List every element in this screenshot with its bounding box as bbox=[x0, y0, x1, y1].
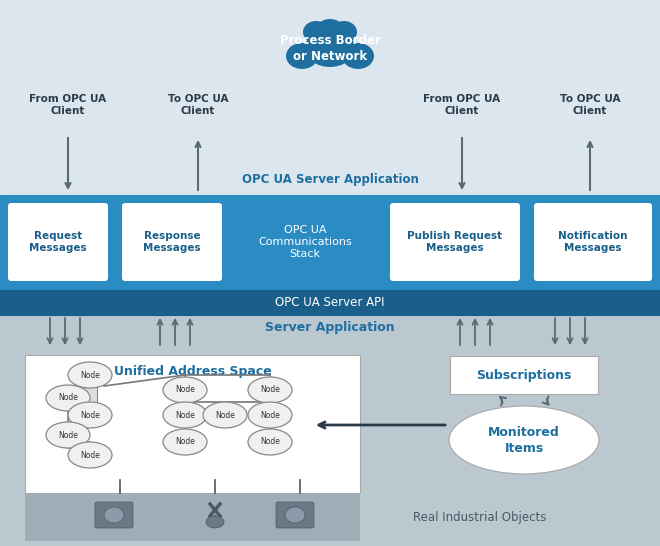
Ellipse shape bbox=[248, 377, 292, 403]
Text: OPC UA
Communications
Stack: OPC UA Communications Stack bbox=[258, 224, 352, 259]
Bar bbox=[450, 356, 598, 394]
Ellipse shape bbox=[68, 442, 112, 468]
Text: To OPC UA
Client: To OPC UA Client bbox=[168, 94, 228, 116]
Text: Node: Node bbox=[175, 411, 195, 419]
Ellipse shape bbox=[46, 422, 90, 448]
Text: Node: Node bbox=[80, 411, 100, 419]
Ellipse shape bbox=[305, 29, 355, 67]
Text: Request
Messages: Request Messages bbox=[29, 231, 87, 253]
Bar bbox=[25, 355, 360, 493]
FancyBboxPatch shape bbox=[122, 203, 222, 281]
Text: Monitored
Items: Monitored Items bbox=[488, 425, 560, 454]
Text: Node: Node bbox=[80, 371, 100, 379]
Ellipse shape bbox=[316, 19, 344, 41]
FancyBboxPatch shape bbox=[8, 203, 108, 281]
Ellipse shape bbox=[68, 402, 112, 428]
Text: Node: Node bbox=[260, 437, 280, 447]
Text: To OPC UA
Client: To OPC UA Client bbox=[560, 94, 620, 116]
Ellipse shape bbox=[68, 362, 112, 388]
Text: Server Application: Server Application bbox=[265, 322, 395, 335]
Ellipse shape bbox=[285, 507, 305, 523]
FancyBboxPatch shape bbox=[534, 203, 652, 281]
Ellipse shape bbox=[46, 385, 90, 411]
Text: Node: Node bbox=[260, 385, 280, 395]
Ellipse shape bbox=[286, 43, 318, 69]
Ellipse shape bbox=[104, 507, 124, 523]
Ellipse shape bbox=[206, 516, 224, 528]
FancyBboxPatch shape bbox=[276, 502, 314, 528]
Ellipse shape bbox=[248, 429, 292, 455]
Text: Real Industrial Objects: Real Industrial Objects bbox=[413, 511, 546, 524]
Text: Node: Node bbox=[215, 411, 235, 419]
Ellipse shape bbox=[303, 21, 329, 43]
Text: Subscriptions: Subscriptions bbox=[477, 369, 572, 382]
Text: Node: Node bbox=[80, 450, 100, 460]
Text: OPC UA Server Application: OPC UA Server Application bbox=[242, 174, 418, 187]
Text: Publish Request
Messages: Publish Request Messages bbox=[407, 231, 502, 253]
Text: Node: Node bbox=[175, 385, 195, 395]
FancyBboxPatch shape bbox=[95, 502, 133, 528]
Ellipse shape bbox=[449, 406, 599, 474]
Bar bbox=[0, 290, 660, 315]
FancyBboxPatch shape bbox=[390, 203, 520, 281]
Ellipse shape bbox=[163, 402, 207, 428]
Text: Unified Address Space: Unified Address Space bbox=[114, 365, 271, 377]
Ellipse shape bbox=[203, 402, 247, 428]
Text: Node: Node bbox=[58, 430, 78, 440]
Text: From OPC UA
Client: From OPC UA Client bbox=[30, 94, 106, 116]
Text: Node: Node bbox=[175, 437, 195, 447]
Bar bbox=[0, 0, 660, 195]
Ellipse shape bbox=[248, 402, 292, 428]
Ellipse shape bbox=[163, 377, 207, 403]
Bar bbox=[0, 195, 660, 290]
Text: Node: Node bbox=[58, 394, 78, 402]
Text: Notification
Messages: Notification Messages bbox=[558, 231, 628, 253]
Bar bbox=[83, 378, 97, 408]
Ellipse shape bbox=[163, 429, 207, 455]
Bar bbox=[0, 315, 660, 546]
Text: Node: Node bbox=[260, 411, 280, 419]
Text: Response
Messages: Response Messages bbox=[143, 231, 201, 253]
Ellipse shape bbox=[331, 21, 357, 43]
Bar bbox=[25, 493, 360, 541]
Text: Process Border
or Network: Process Border or Network bbox=[280, 33, 380, 62]
Text: From OPC UA
Client: From OPC UA Client bbox=[424, 94, 500, 116]
Text: OPC UA Server API: OPC UA Server API bbox=[275, 295, 385, 308]
Ellipse shape bbox=[342, 43, 374, 69]
